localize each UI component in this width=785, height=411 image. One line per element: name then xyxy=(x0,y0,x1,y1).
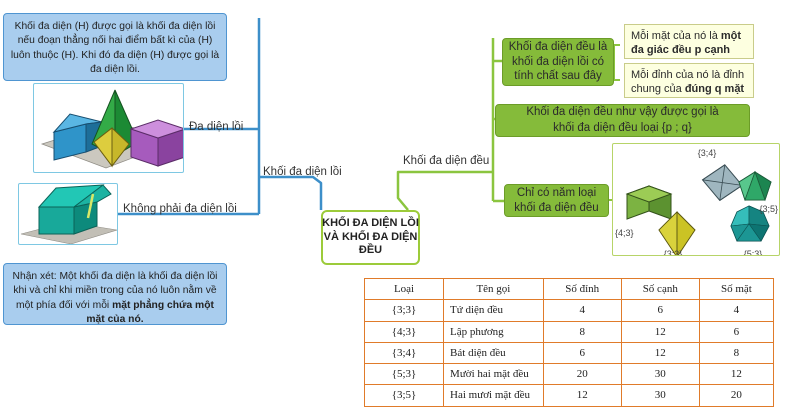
svg-text:{3;4}: {3;4} xyxy=(698,148,717,158)
svg-text:{3;5}: {3;5} xyxy=(759,204,778,214)
svg-text:{3;3}: {3;3} xyxy=(664,249,683,256)
svg-text:{4;3}: {4;3} xyxy=(615,228,634,238)
svg-text:{5;3}: {5;3} xyxy=(744,249,763,256)
